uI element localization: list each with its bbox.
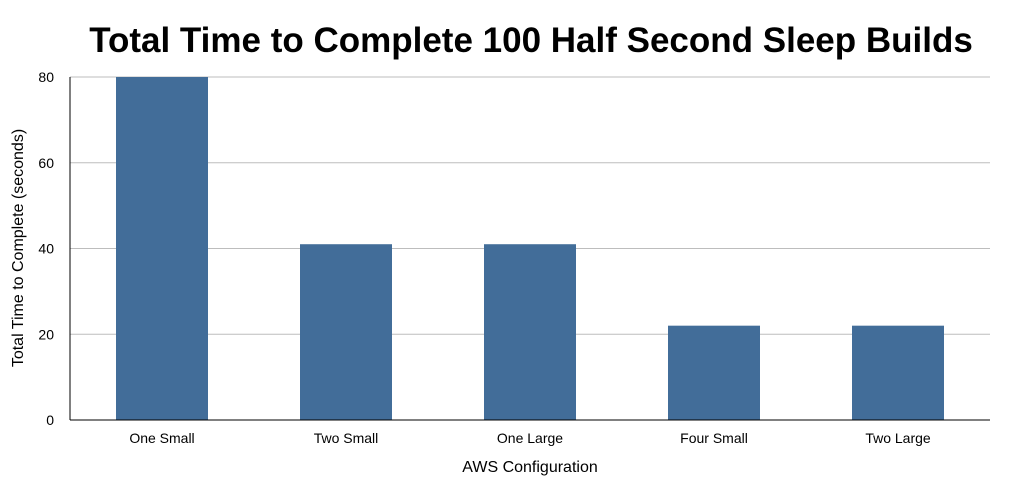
bar bbox=[852, 325, 944, 420]
bar bbox=[300, 244, 392, 420]
bar bbox=[484, 244, 576, 420]
x-tick-label: Two Large bbox=[865, 430, 931, 446]
x-axis-title: AWS Configuration bbox=[462, 459, 597, 476]
y-tick-label: 20 bbox=[38, 326, 54, 342]
bar bbox=[116, 77, 208, 420]
x-tick-label: Four Small bbox=[680, 430, 748, 446]
x-tick-labels: One Small Two Small One Large Four Small Two… bbox=[129, 430, 931, 446]
y-tick-label: 40 bbox=[38, 241, 54, 257]
y-tick-label: 0 bbox=[46, 412, 54, 428]
x-tick-label: Two Small bbox=[314, 430, 379, 446]
axes bbox=[69, 77, 990, 421]
chart-title: Total Time to Complete 100 Half Second S… bbox=[89, 21, 973, 60]
bars bbox=[116, 77, 944, 420]
x-tick-label: One Small bbox=[129, 430, 194, 446]
x-tick-label: One Large bbox=[497, 430, 563, 446]
bar bbox=[668, 325, 760, 420]
y-tick-label: 80 bbox=[38, 69, 54, 85]
y-tick-labels: 0 20 40 60 80 bbox=[38, 69, 54, 428]
y-axis-title: Total Time to Complete (seconds) bbox=[10, 129, 27, 367]
y-tick-label: 60 bbox=[38, 155, 54, 171]
